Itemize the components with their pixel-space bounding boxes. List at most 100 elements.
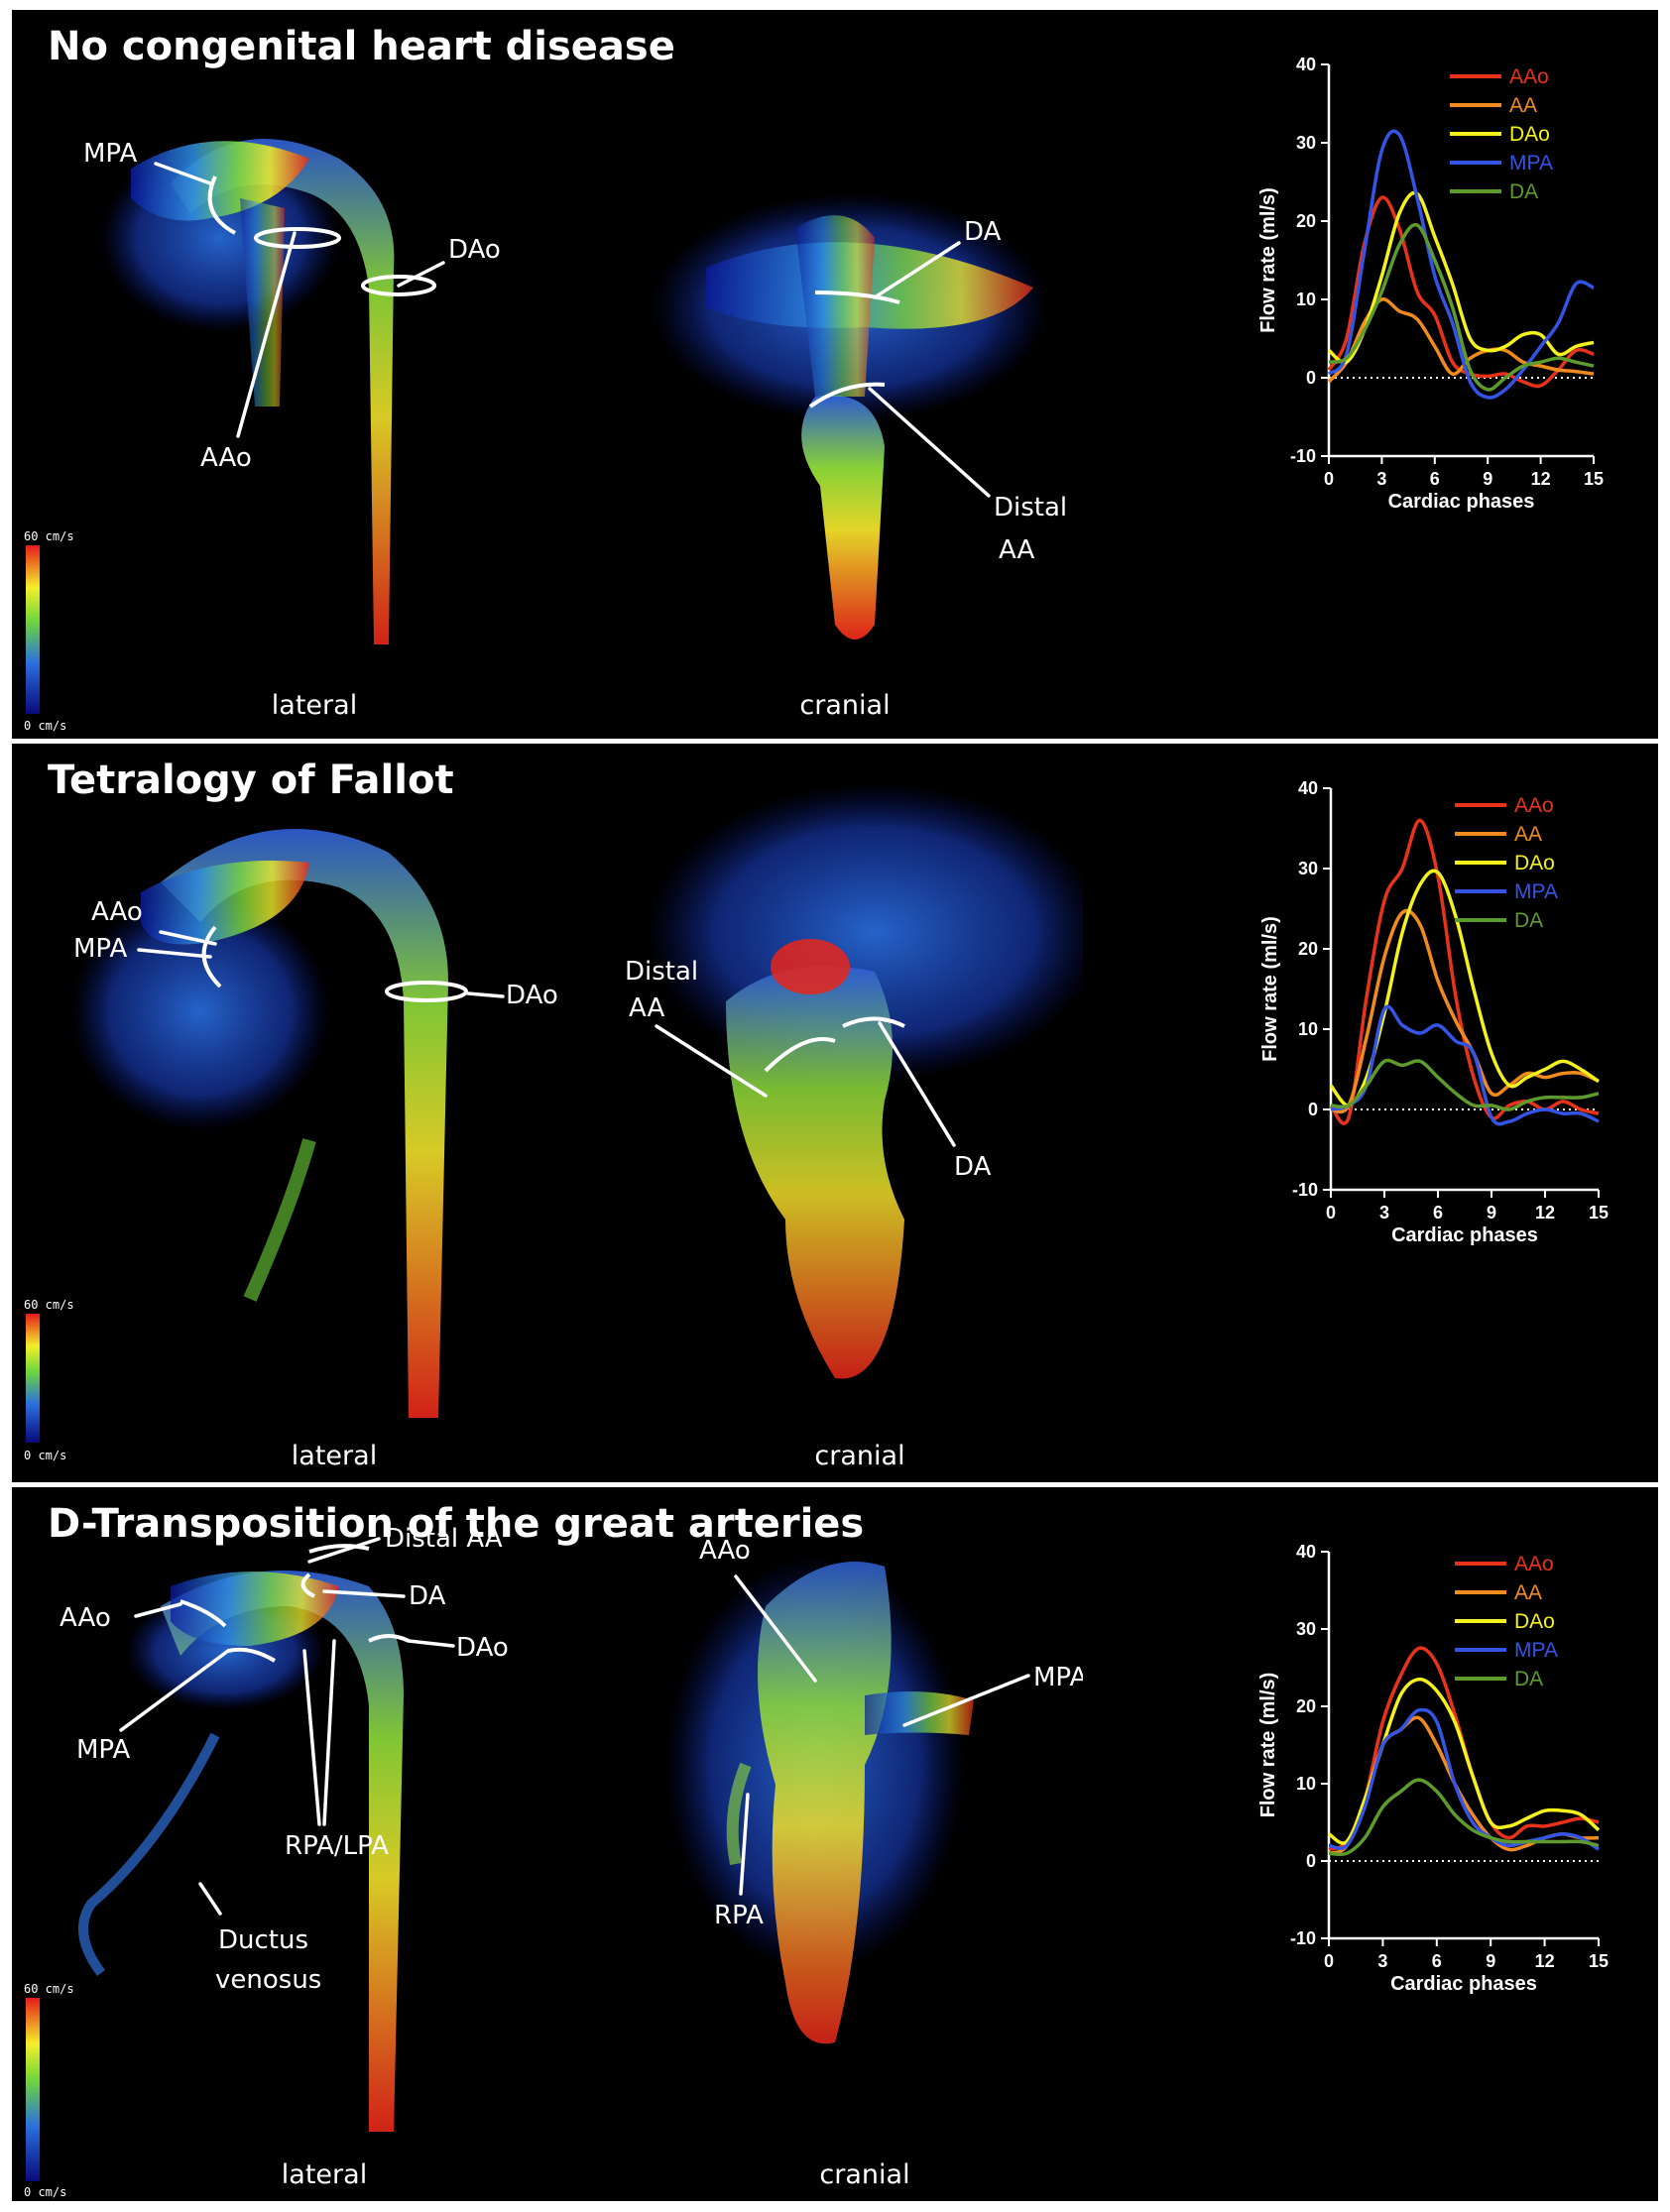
series-line-mpa [1330, 1004, 1600, 1126]
plane-dao [385, 981, 468, 1002]
leader-line [134, 1602, 182, 1618]
colorbar-max-label: 60 cm/s [24, 1298, 74, 1312]
anno-mpa: MPA [1033, 1663, 1083, 1692]
y-tick-label: 20 [1296, 1696, 1316, 1716]
legend-label-mpa: MPA [1514, 1639, 1558, 1662]
y-tick-label: 0 [1306, 368, 1316, 388]
view-label-lateral: lateral [292, 1441, 377, 1471]
y-tick-label: 30 [1296, 1619, 1316, 1639]
x-tick-label: 12 [1531, 469, 1551, 489]
x-tick-label: 6 [1432, 1951, 1442, 1971]
cranial-flow-render [647, 783, 1083, 1379]
panel-divider [12, 1482, 1658, 1487]
legend-label-da: DA [1509, 180, 1538, 203]
flow-rate-chart: -10 0 10 20 30 40 0 3 6 9 12 15 Cardiac phases Flow r… [1257, 55, 1604, 513]
leader-line [307, 1537, 381, 1564]
y-tick-label: 30 [1298, 859, 1318, 878]
cranial-flow-render [652, 193, 1048, 640]
y-tick-label: 20 [1296, 211, 1316, 231]
plane-distal-aa [308, 1544, 370, 1554]
anno-distal-aa: Distal AA [385, 1524, 503, 1554]
plane-mpa [227, 1647, 277, 1663]
plane-aao-mpa [201, 925, 222, 989]
y-tick-label: 30 [1296, 133, 1316, 153]
anno-dao: DAo [456, 1633, 509, 1663]
anno-dao: DAo [506, 981, 558, 1010]
legend-label-aao: AAo [1514, 1553, 1554, 1575]
flow-visualizations: AAo MPA DAo lateral Distal AA DA cranial [24, 783, 1083, 1471]
plane-distal-aa [764, 1037, 836, 1073]
leader-line [466, 991, 505, 998]
panel-tetralogy-of-fallot: Tetralogy of Fallot AAo MPA DAo lateral [12, 744, 1658, 1482]
plane-distal-aa [808, 382, 886, 408]
anno-aao: AAo [699, 1536, 751, 1566]
plane-dao [361, 275, 436, 296]
plane-da [814, 291, 900, 304]
velocity-colorbar [26, 1314, 40, 1443]
plane-aao [254, 227, 341, 249]
panel-title: No congenital heart disease [48, 24, 675, 69]
anno-rpa: RPA [714, 1901, 764, 1930]
x-tick-label: 12 [1535, 1203, 1555, 1222]
plane-mpa [207, 175, 236, 235]
series-line-mpa [1328, 1707, 1600, 1851]
flow-visualizations: MPA DAo AAo lateral DA Distal AA [24, 139, 1067, 733]
x-tick-label: 9 [1487, 1203, 1496, 1222]
legend-label-aao: AAo [1514, 794, 1554, 817]
y-axis-title: Flow rate (ml/s) [1259, 916, 1281, 1062]
lateral-flow-render [71, 829, 448, 1418]
leader-line [868, 387, 991, 498]
panel-divider [12, 739, 1658, 744]
legend-label-dao: DAo [1514, 1610, 1555, 1633]
anno-da: DA [964, 217, 1002, 247]
colorbar-min-label: 0 cm/s [24, 719, 66, 733]
leader-line [137, 948, 212, 959]
y-tick-label: 40 [1298, 778, 1318, 798]
x-axis-title: Cardiac phases [1391, 1224, 1538, 1246]
anno-distal: Distal [994, 493, 1067, 523]
legend-label-aao: AAo [1509, 65, 1549, 88]
anno-mpa: MPA [76, 1735, 130, 1765]
series-line-aao [1329, 818, 1600, 1125]
colorbar-max-label: 60 cm/s [24, 529, 74, 543]
anno-venosus: venosus [215, 1965, 321, 1995]
legend-label-dao: DAo [1509, 123, 1550, 146]
y-axis-title: Flow rate (ml/s) [1257, 187, 1279, 333]
anno-aao: AAo [200, 443, 252, 473]
legend-label-aa: AA [1514, 1581, 1542, 1604]
y-tick-label: 10 [1296, 290, 1316, 309]
x-tick-label: 9 [1486, 1951, 1495, 1971]
panel-title: D-Transposition of the great arteries [48, 1501, 865, 1547]
anno-aao: AAo [91, 897, 143, 927]
leader-line [154, 162, 212, 185]
view-label-lateral: lateral [282, 2159, 367, 2190]
plane-aao [179, 1599, 227, 1628]
y-tick-label: 0 [1308, 1100, 1318, 1119]
leader-line [407, 1639, 455, 1648]
anno-ductus: Ductus [218, 1925, 308, 1955]
anno-mpa: MPA [73, 934, 127, 964]
x-tick-label: 3 [1379, 1203, 1389, 1222]
panel-no-chd: No congenital heart disease [12, 10, 1658, 739]
leader-line [198, 1882, 222, 1916]
velocity-colorbar [26, 545, 40, 714]
y-tick-label: 20 [1298, 939, 1318, 959]
x-tick-label: 0 [1324, 1951, 1334, 1971]
leader-line [322, 1589, 406, 1598]
view-label-lateral: lateral [272, 690, 357, 721]
y-tick-label: 10 [1296, 1774, 1316, 1794]
y-tick-label: 10 [1298, 1019, 1318, 1039]
anno-da: DA [954, 1152, 992, 1182]
anno-mpa: MPA [83, 139, 137, 169]
legend-label-mpa: MPA [1509, 152, 1553, 175]
plane-da [300, 1572, 315, 1598]
anno-rpa-lpa: RPA/LPA [285, 1831, 389, 1861]
y-tick-label: -10 [1292, 1180, 1318, 1200]
x-tick-label: 0 [1324, 469, 1334, 489]
plane-da [842, 1016, 905, 1028]
leader-line [878, 1021, 956, 1147]
colorbar-max-label: 60 cm/s [24, 1982, 74, 1996]
figure: No congenital heart disease [12, 10, 1658, 2201]
colorbar-min-label: 0 cm/s [24, 2185, 66, 2199]
series-line-da [1328, 1778, 1600, 1857]
